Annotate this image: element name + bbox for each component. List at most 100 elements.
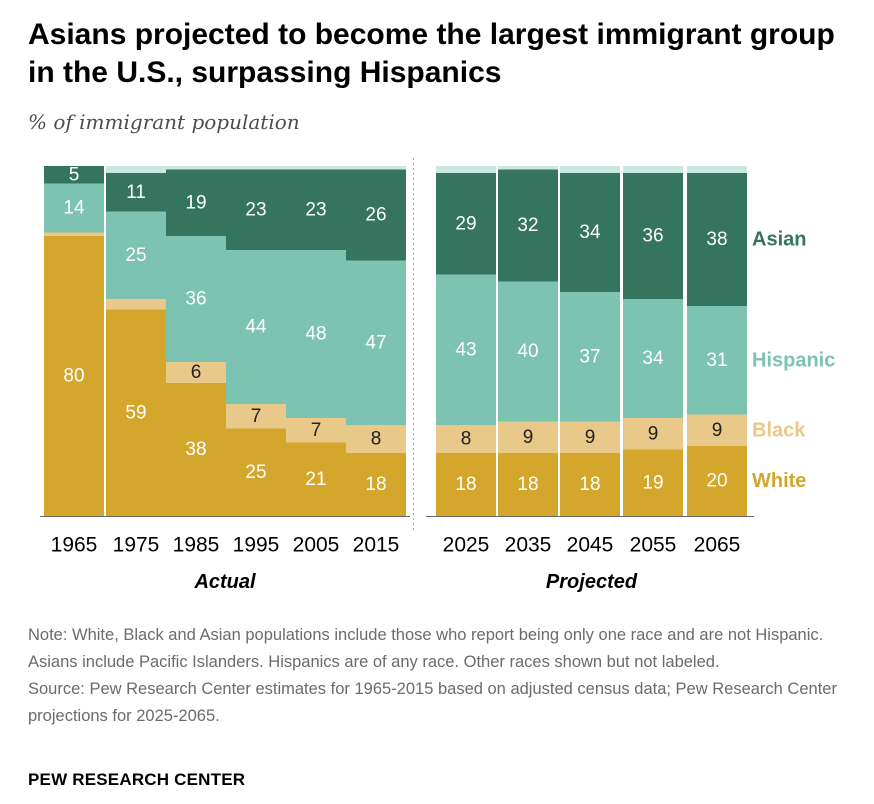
legend-white: White	[752, 470, 806, 492]
bar-hispanic-2015	[346, 260, 406, 425]
bar-white-2025	[436, 453, 496, 516]
x-tick-1995: 1995	[233, 534, 280, 557]
label-black-2045: 9	[585, 427, 596, 448]
label-white-1965: 80	[63, 366, 84, 387]
label-white-2055: 19	[642, 472, 663, 493]
bar-black-2055	[623, 418, 683, 450]
bar-white-2005	[286, 442, 346, 516]
label-asian-2035: 32	[517, 215, 538, 236]
label-white-1995: 25	[245, 462, 266, 483]
bar-hispanic-2005	[286, 250, 346, 418]
label-black-2015: 8	[371, 429, 382, 450]
bar-white-2045	[560, 453, 620, 516]
label-hispanic-2065: 31	[706, 350, 727, 371]
bar-asian-1985	[166, 169, 226, 236]
label-asian-2015: 26	[365, 205, 386, 226]
bar-hispanic-1965	[44, 183, 104, 233]
bar-black-2015	[346, 425, 406, 453]
label-white-1985: 38	[185, 439, 206, 460]
label-asian-1985: 19	[185, 192, 206, 213]
x-tick-1985: 1985	[173, 534, 220, 557]
label-white-2015: 18	[365, 474, 386, 495]
group-label-actual: Actual	[193, 571, 256, 593]
label-black-2025: 8	[461, 429, 472, 450]
chart-note: Note: White, Black and Asian populations…	[28, 622, 858, 730]
x-tick-2025: 2025	[443, 534, 490, 557]
label-white-2045: 18	[579, 474, 600, 495]
brand-logo-text: PEW RESEARCH CENTER	[28, 770, 246, 789]
legend-black: Black	[752, 419, 806, 441]
bar-white-2055	[623, 449, 683, 516]
bar-black-2025	[436, 425, 496, 453]
label-hispanic-2055: 34	[642, 348, 664, 369]
label-hispanic-1975: 25	[125, 245, 146, 266]
label-asian-1965: 5	[69, 164, 80, 185]
x-tick-2035: 2035	[505, 534, 552, 557]
label-black-2055: 9	[648, 423, 659, 444]
bar-hispanic-1985	[166, 236, 226, 362]
label-hispanic-1985: 36	[185, 289, 206, 310]
label-hispanic-2005: 48	[305, 324, 326, 345]
chart-title: Asians projected to become the largest i…	[28, 18, 835, 89]
label-black-1995: 7	[251, 406, 262, 427]
label-black-1985: 6	[191, 362, 202, 383]
bar-hispanic-1975	[106, 211, 166, 299]
bar-hispanic-2045	[560, 292, 620, 422]
bar-asian-1965	[44, 166, 104, 184]
bar-black-1995	[226, 404, 286, 429]
chart-subtitle: % of immigrant population	[28, 110, 300, 134]
label-asian-2005: 23	[305, 199, 326, 220]
label-white-2005: 21	[305, 469, 326, 490]
bar-asian-1995	[226, 169, 286, 250]
label-asian-2055: 36	[642, 226, 663, 247]
bar-asian-2035	[498, 169, 558, 282]
legend-hispanic: Hispanic	[752, 349, 835, 371]
bar-black-2045	[560, 421, 620, 453]
source-text: Source: Pew Research Center estimates fo…	[28, 680, 837, 725]
label-white-2025: 18	[455, 474, 476, 495]
bar-asian-2055	[623, 173, 683, 299]
label-asian-1975: 11	[126, 182, 146, 203]
legend-asian: Asian	[752, 229, 806, 251]
label-asian-2025: 29	[455, 213, 476, 234]
label-hispanic-1965: 14	[63, 198, 85, 219]
bar-hispanic-2055	[623, 299, 683, 418]
x-tick-2045: 2045	[567, 534, 614, 557]
label-white-2065: 20	[706, 471, 727, 492]
bar-asian-2025	[436, 173, 496, 275]
bar-asian-1975	[106, 173, 166, 212]
x-tick-2005: 2005	[293, 534, 340, 557]
bar-hispanic-1995	[226, 250, 286, 404]
label-white-1975: 59	[125, 402, 146, 423]
x-tick-2055: 2055	[630, 534, 677, 557]
bar-asian-2015	[346, 169, 406, 261]
label-hispanic-2025: 43	[455, 339, 476, 360]
bar-white-1995	[226, 428, 286, 516]
bar-black-2065	[687, 414, 747, 446]
bar-asian-2065	[687, 173, 747, 306]
bar-black-2035	[498, 421, 558, 453]
label-hispanic-1995: 44	[245, 317, 267, 338]
label-asian-1995: 23	[245, 199, 266, 220]
label-white-2035: 18	[517, 474, 538, 495]
label-hispanic-2035: 40	[517, 341, 538, 362]
label-hispanic-2015: 47	[365, 332, 386, 353]
label-asian-2045: 34	[579, 222, 601, 243]
x-tick-1975: 1975	[113, 534, 160, 557]
stacked-bar-chart: 8014519655925111975386361919852574423199…	[40, 158, 835, 593]
bar-black-1975	[106, 299, 166, 310]
bar-white-1975	[106, 309, 166, 516]
bar-white-2015	[346, 453, 406, 516]
label-asian-2065: 38	[706, 229, 727, 250]
bar-hispanic-2025	[436, 274, 496, 425]
note-text: Note: White, Black and Asian populations…	[28, 626, 824, 671]
label-black-2065: 9	[712, 420, 723, 441]
bar-black-2005	[286, 418, 346, 443]
x-tick-1965: 1965	[51, 534, 98, 557]
x-tick-2065: 2065	[694, 534, 741, 557]
label-black-2005: 7	[311, 420, 322, 441]
label-hispanic-2045: 37	[579, 346, 600, 367]
bar-asian-2045	[560, 173, 620, 292]
bar-hispanic-2065	[687, 306, 747, 415]
group-label-projected: Projected	[546, 571, 638, 593]
